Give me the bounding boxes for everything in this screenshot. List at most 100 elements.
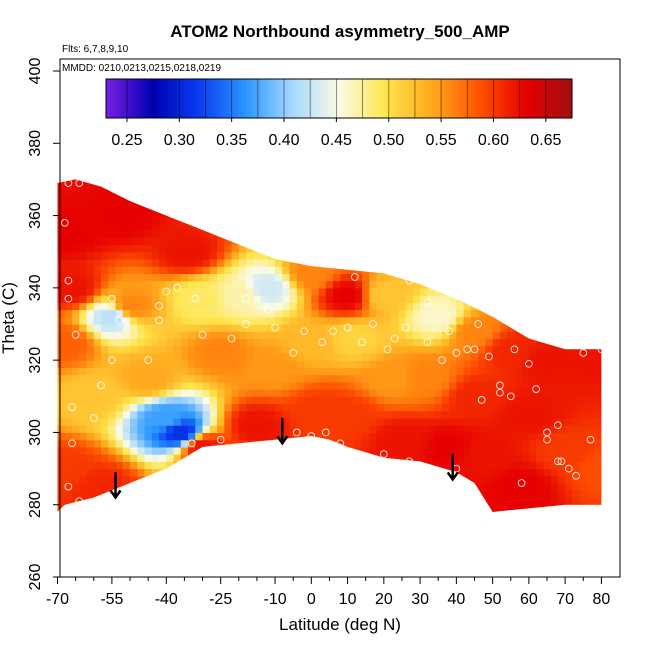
heatmap-cell bbox=[572, 389, 581, 397]
heatmap-cell bbox=[376, 417, 385, 426]
heatmap-cell bbox=[64, 244, 73, 253]
heatmap-cell bbox=[391, 425, 399, 434]
heatmap-cell bbox=[463, 461, 472, 470]
heatmap-cell bbox=[79, 345, 88, 354]
heatmap-cell bbox=[130, 410, 138, 419]
colorbar-strip bbox=[490, 79, 495, 118]
heatmap-cell bbox=[376, 403, 385, 412]
heatmap-cell bbox=[180, 287, 189, 296]
heatmap-cell bbox=[137, 302, 146, 311]
heatmap-cell bbox=[470, 425, 479, 434]
heatmap-cell bbox=[275, 396, 283, 405]
heatmap-cell bbox=[521, 432, 530, 441]
heatmap-cell bbox=[79, 374, 88, 383]
heatmap-cell bbox=[130, 338, 138, 347]
heatmap-cell bbox=[86, 425, 95, 434]
colorbar-strip bbox=[424, 79, 429, 118]
heatmap-cell bbox=[72, 287, 80, 296]
heatmap-cell bbox=[238, 280, 247, 289]
heatmap-cell bbox=[86, 403, 95, 412]
heatmap-cell bbox=[514, 381, 523, 390]
heatmap-cell bbox=[108, 222, 117, 231]
heatmap-cell bbox=[543, 490, 552, 499]
heatmap-cell bbox=[108, 454, 117, 462]
heatmap-cell bbox=[514, 389, 523, 397]
heatmap-cell bbox=[398, 454, 407, 462]
heatmap-cell bbox=[86, 432, 95, 441]
heatmap-cell bbox=[231, 381, 240, 390]
heatmap-cell bbox=[217, 439, 225, 448]
heatmap-cell bbox=[260, 410, 269, 419]
heatmap-cell bbox=[405, 309, 414, 318]
heatmap-cell bbox=[449, 446, 457, 455]
heatmap-cell bbox=[499, 324, 508, 332]
observation-point bbox=[198, 330, 207, 339]
heatmap-cell bbox=[173, 389, 182, 397]
heatmap-cell bbox=[412, 367, 421, 376]
heatmap-cell bbox=[93, 454, 102, 462]
heatmap-cell bbox=[202, 331, 211, 340]
heatmap-cell bbox=[354, 331, 363, 340]
heatmap-cell bbox=[282, 352, 291, 361]
heatmap-cell bbox=[64, 258, 73, 267]
heatmap-cell bbox=[93, 244, 102, 253]
heatmap-cell bbox=[173, 417, 182, 426]
heatmap-cell bbox=[108, 432, 117, 441]
heatmap-cell bbox=[565, 389, 573, 397]
heatmap-cell bbox=[224, 302, 233, 311]
heatmap-cell bbox=[463, 410, 472, 419]
heatmap-cell bbox=[470, 461, 479, 470]
heatmap-cell bbox=[217, 295, 225, 303]
heatmap-cell bbox=[325, 381, 334, 390]
heatmap-cell bbox=[376, 331, 385, 340]
heatmap-cell bbox=[405, 345, 414, 354]
heatmap-cell bbox=[289, 331, 298, 340]
heatmap-cell bbox=[122, 410, 131, 419]
heatmap-cell bbox=[499, 331, 508, 340]
heatmap-cell bbox=[93, 403, 102, 412]
heatmap-cell bbox=[202, 410, 211, 419]
heatmap-cell bbox=[101, 403, 109, 412]
heatmap-cell bbox=[470, 475, 479, 484]
heatmap-cell bbox=[507, 360, 515, 368]
heatmap-cell bbox=[376, 396, 385, 405]
heatmap-cell bbox=[93, 273, 102, 282]
heatmap-cell bbox=[209, 381, 218, 390]
heatmap-cell bbox=[456, 331, 465, 340]
heatmap-cell bbox=[441, 439, 450, 448]
heatmap-cell bbox=[180, 403, 189, 412]
heatmap-cell bbox=[101, 244, 109, 253]
heatmap-cell bbox=[492, 316, 501, 325]
heatmap-cell bbox=[594, 417, 602, 426]
heatmap-cell bbox=[151, 287, 160, 296]
colorbar-strip bbox=[253, 79, 258, 118]
heatmap-cell bbox=[144, 338, 153, 347]
heatmap-cell bbox=[557, 367, 566, 376]
heatmap-cell bbox=[130, 215, 138, 224]
heatmap-cell bbox=[137, 244, 146, 253]
heatmap-cell bbox=[72, 381, 80, 390]
heatmap-cell bbox=[340, 331, 349, 340]
heatmap-cell bbox=[557, 446, 566, 455]
heatmap-cell bbox=[122, 222, 131, 231]
heatmap-cell bbox=[420, 417, 428, 426]
heatmap-cell bbox=[86, 208, 95, 217]
heatmap-cell bbox=[514, 396, 523, 405]
heatmap-cell bbox=[565, 432, 573, 441]
heatmap-cell bbox=[463, 374, 472, 383]
heatmap-cell bbox=[354, 345, 363, 354]
heatmap-cell bbox=[492, 410, 501, 419]
heatmap-cell bbox=[594, 490, 602, 499]
heatmap-cell bbox=[57, 475, 66, 484]
heatmap-cell bbox=[130, 345, 138, 354]
heatmap-cell bbox=[108, 417, 117, 426]
heatmap-cell bbox=[72, 461, 80, 470]
observation-point bbox=[554, 457, 562, 466]
heatmap-cell bbox=[318, 302, 327, 311]
heatmap-cell bbox=[101, 251, 109, 260]
observation-point bbox=[307, 432, 316, 440]
heatmap-cell bbox=[572, 396, 581, 405]
heatmap-cell bbox=[318, 352, 327, 361]
heatmap-cell bbox=[521, 483, 530, 491]
heatmap-cell bbox=[391, 381, 399, 390]
